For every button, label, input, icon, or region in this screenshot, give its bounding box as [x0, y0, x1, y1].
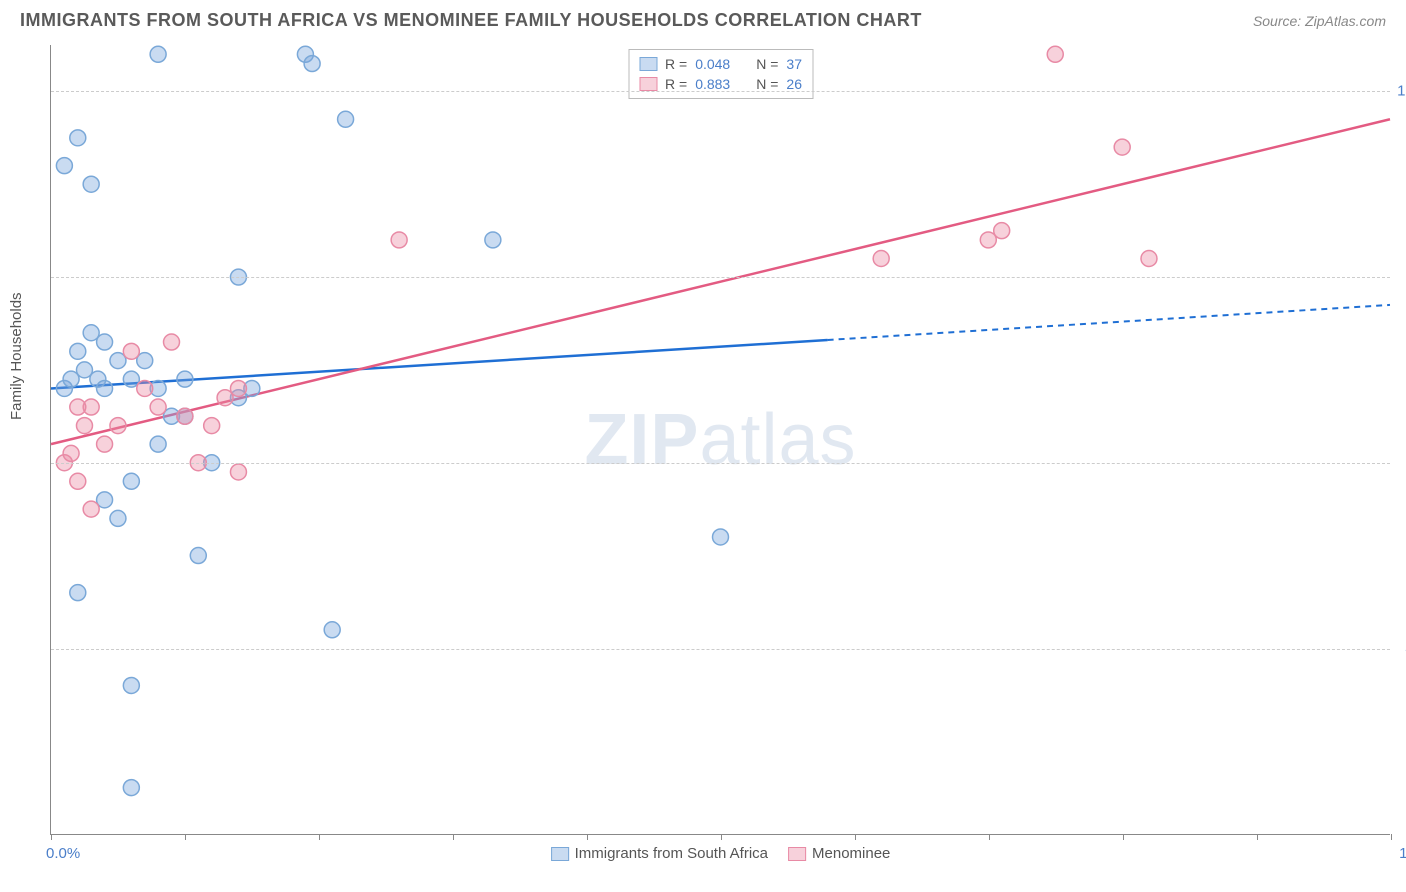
data-point [70, 399, 86, 415]
data-point [83, 501, 99, 517]
data-point [338, 111, 354, 127]
gridline-h [51, 649, 1390, 650]
data-point [70, 130, 86, 146]
data-point [485, 232, 501, 248]
data-point [713, 529, 729, 545]
gridline-h [51, 277, 1390, 278]
x-tick-mark [721, 834, 722, 840]
data-point [873, 251, 889, 267]
data-point [1141, 251, 1157, 267]
source-attribution: Source: ZipAtlas.com [1253, 13, 1386, 29]
data-point [70, 343, 86, 359]
data-point [137, 380, 153, 396]
data-point [97, 380, 113, 396]
x-axis-min-label: 0.0% [46, 845, 80, 862]
data-point [190, 548, 206, 564]
legend-item-b: Menominee [788, 845, 890, 862]
x-tick-mark [1391, 834, 1392, 840]
chart-plot-area: ZIPatlas R = 0.048 N = 37 R = 0.883 N = … [50, 45, 1390, 835]
legend-row-series-a: R = 0.048 N = 37 [639, 54, 802, 74]
x-tick-mark [1257, 834, 1258, 840]
n-label: N = [756, 56, 778, 72]
x-tick-mark [989, 834, 990, 840]
data-point [150, 436, 166, 452]
x-axis-max-label: 100.0% [1399, 845, 1406, 862]
n-value-a: 37 [786, 56, 802, 72]
x-tick-mark [453, 834, 454, 840]
r-label: R = [665, 76, 687, 92]
data-point [150, 399, 166, 415]
y-axis-label: Family Households [8, 292, 25, 420]
x-tick-mark [185, 834, 186, 840]
data-point [76, 418, 92, 434]
data-point [177, 371, 193, 387]
n-value-b: 26 [786, 76, 802, 92]
data-point [97, 334, 113, 350]
y-tick-label: 100.0% [1397, 83, 1406, 100]
x-tick-mark [587, 834, 588, 840]
data-point [150, 46, 166, 62]
data-point [97, 436, 113, 452]
legend-swatch-a-icon [551, 847, 569, 861]
legend-swatch-b-icon [788, 847, 806, 861]
gridline-h [51, 463, 1390, 464]
data-point [70, 473, 86, 489]
gridline-h [51, 91, 1390, 92]
data-point [324, 622, 340, 638]
data-point [177, 408, 193, 424]
n-label: N = [756, 76, 778, 92]
data-point [164, 334, 180, 350]
r-label: R = [665, 56, 687, 72]
r-value-a: 0.048 [695, 56, 730, 72]
x-tick-mark [1123, 834, 1124, 840]
legend-swatch-a [639, 57, 657, 71]
scatter-plot-svg [51, 45, 1390, 834]
data-point [204, 418, 220, 434]
r-value-b: 0.883 [695, 76, 730, 92]
data-point [123, 677, 139, 693]
data-point [304, 56, 320, 72]
legend-label-a: Immigrants from South Africa [575, 845, 768, 862]
data-point [83, 176, 99, 192]
data-point [110, 510, 126, 526]
x-tick-mark [319, 834, 320, 840]
data-point [123, 473, 139, 489]
data-point [123, 343, 139, 359]
regression-line-extrap [828, 305, 1390, 340]
series-legend: Immigrants from South Africa Menominee [551, 845, 891, 862]
data-point [391, 232, 407, 248]
legend-swatch-b [639, 77, 657, 91]
legend-item-a: Immigrants from South Africa [551, 845, 768, 862]
data-point [1114, 139, 1130, 155]
legend-label-b: Menominee [812, 845, 890, 862]
x-tick-mark [855, 834, 856, 840]
data-point [70, 585, 86, 601]
data-point [123, 780, 139, 796]
x-tick-mark [51, 834, 52, 840]
data-point [56, 158, 72, 174]
data-point [1047, 46, 1063, 62]
data-point [230, 464, 246, 480]
data-point [110, 418, 126, 434]
data-point [63, 445, 79, 461]
data-point [230, 380, 246, 396]
chart-title: IMMIGRANTS FROM SOUTH AFRICA VS MENOMINE… [20, 10, 922, 31]
data-point [994, 223, 1010, 239]
